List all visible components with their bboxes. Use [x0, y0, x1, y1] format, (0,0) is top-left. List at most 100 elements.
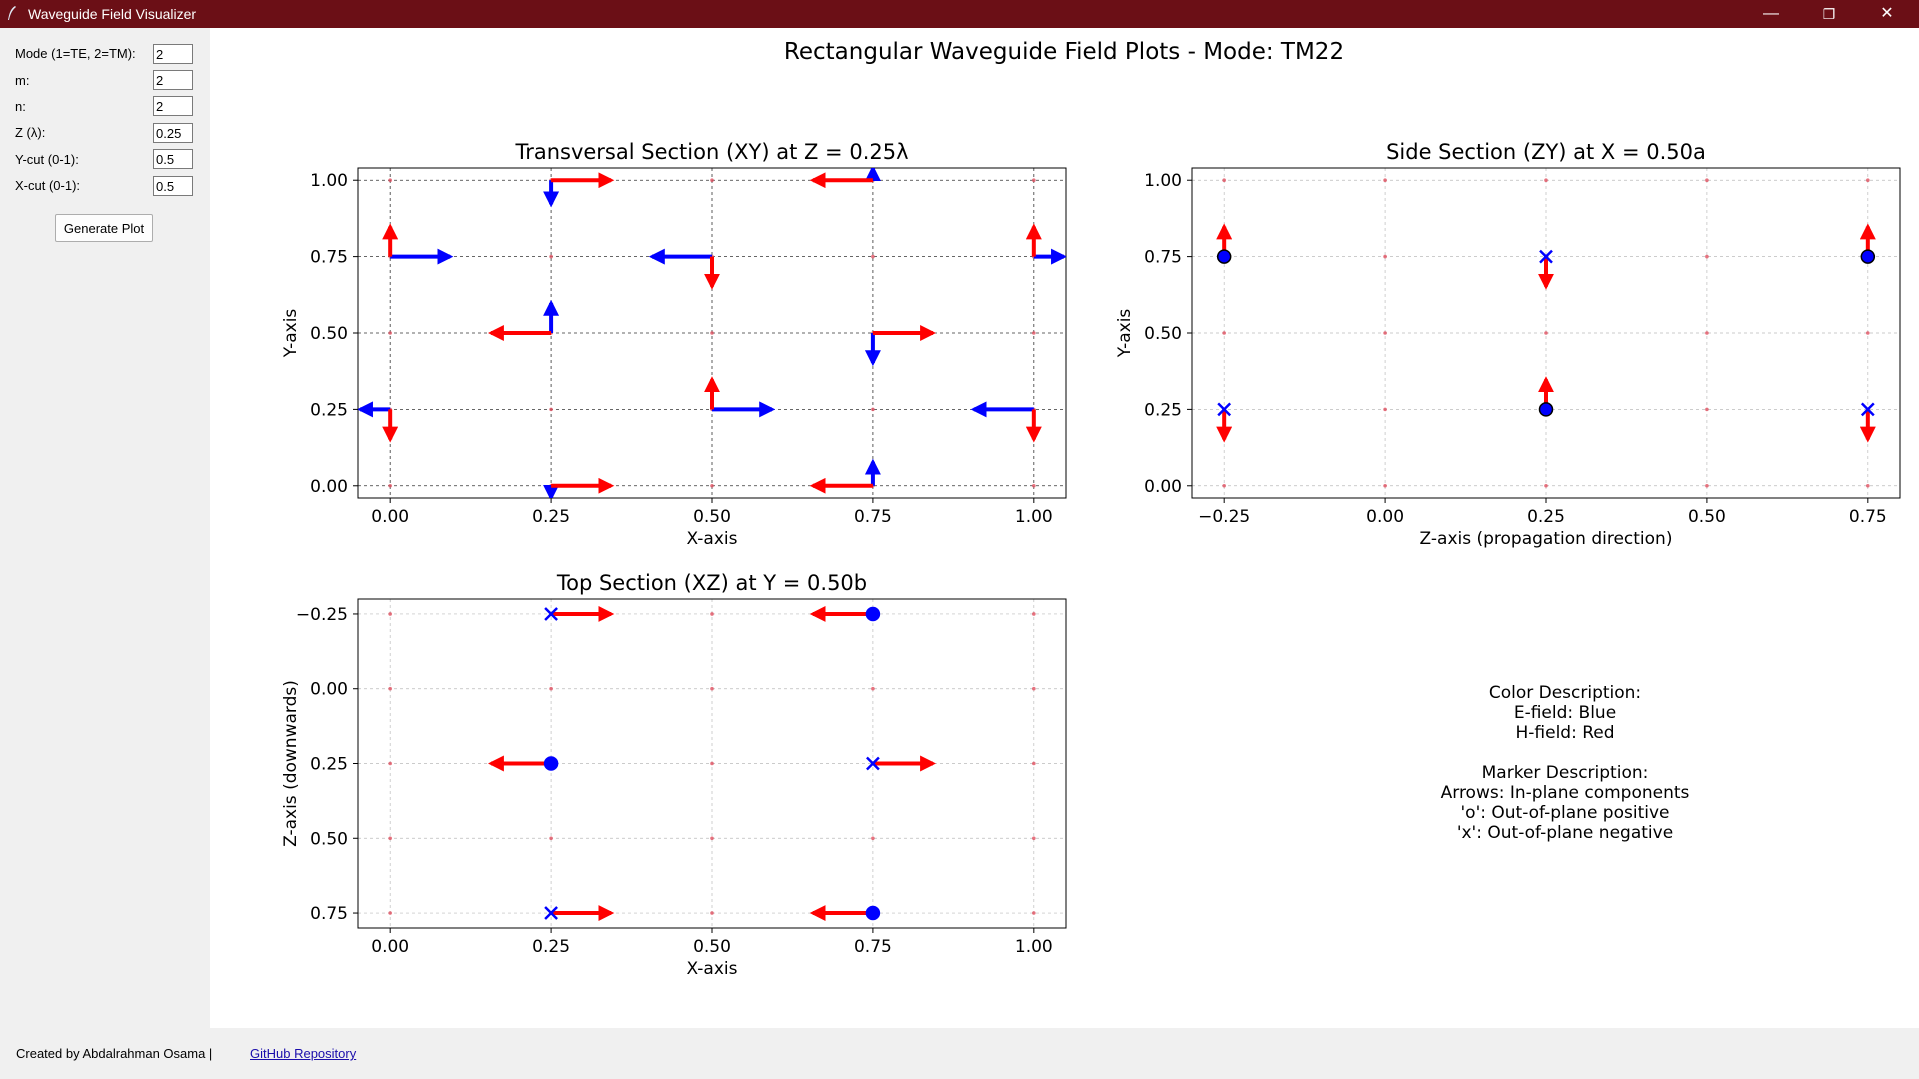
grid-point	[1032, 331, 1036, 335]
grid-point	[1383, 407, 1387, 412]
x-cut-input[interactable]	[153, 176, 193, 196]
x-axis-label: Z-axis (propagation direction)	[1420, 529, 1673, 549]
mode-label: Mode (1=TE, 2=TM):	[15, 46, 136, 61]
grid-point	[1705, 407, 1709, 412]
y-tick-label: 0.25	[310, 755, 348, 775]
grid-point	[549, 836, 553, 841]
color-description: Color Description:E-field: BlueH-field: …	[1441, 683, 1690, 843]
y-cut-input[interactable]	[153, 149, 193, 169]
y-tick-label: 0.00	[310, 680, 348, 700]
description-line: Marker Description:	[1482, 763, 1649, 783]
y-tick-label: 0.75	[1144, 248, 1182, 268]
grid-point	[1866, 331, 1870, 335]
window-title: Waveguide Field Visualizer	[28, 6, 197, 22]
grid-point	[1032, 761, 1036, 766]
y-tick-label: 0.00	[1144, 477, 1182, 497]
x-tick-label: 0.00	[1366, 507, 1404, 527]
grid-point	[388, 911, 392, 915]
out-of-plane-positive-marker	[1216, 249, 1232, 264]
grid-point	[1544, 178, 1548, 183]
control-panel: Mode (1=TE, 2=TM): m: n: Z (λ): Y-cut (0…	[0, 28, 210, 1028]
grid-point	[710, 761, 714, 766]
y-tick-label: 1.00	[310, 171, 348, 191]
x-tick-label: 0.25	[1527, 507, 1565, 527]
xz-section-plot: 0.00 0.25 0.50 0.75 1.00 −0.25 0.00 0.25 0.50 0.7…	[281, 571, 1067, 979]
x-axis-label: X-axis	[687, 529, 738, 549]
grid-point	[1705, 254, 1709, 259]
y-tick-label: 0.50	[1144, 324, 1182, 344]
out-of-plane-positive-marker	[865, 905, 881, 921]
grid-point	[549, 686, 553, 691]
x-tick-label: 0.50	[693, 937, 731, 957]
footer: Created by Abdalrahman Osama | GitHub Re…	[0, 1028, 1919, 1079]
grid-point	[1383, 331, 1387, 335]
x-tick-label: 1.00	[1015, 507, 1053, 527]
grid-point	[388, 761, 392, 766]
grid-point	[1544, 483, 1548, 488]
generate-plot-button[interactable]: Generate Plot	[55, 214, 153, 242]
x-tick-label: 0.50	[693, 507, 731, 527]
grid-point	[1544, 331, 1548, 335]
x-tick-label: 0.00	[371, 937, 409, 957]
subplot-title: Top Section (XZ) at Y = 0.50b	[556, 571, 867, 595]
out-of-plane-negative-marker	[544, 607, 558, 621]
grid-point	[388, 483, 392, 488]
grid-point	[388, 686, 392, 691]
grid-point	[871, 407, 875, 412]
description-line: 'o': Out-of-plane positive	[1461, 803, 1670, 823]
grid-point	[710, 331, 714, 335]
grid-point	[710, 686, 714, 691]
grid-point	[1383, 254, 1387, 259]
y-axis-label: Z-axis (downwards)	[281, 680, 301, 847]
out-of-plane-negative-marker	[1217, 402, 1232, 417]
y-tick-label: −0.25	[296, 605, 348, 625]
out-of-plane-positive-marker	[543, 756, 559, 771]
y-tick-label: 1.00	[1144, 171, 1182, 191]
y-axis-label: Y-axis	[1115, 309, 1135, 359]
grid-point	[1705, 483, 1709, 488]
out-of-plane-negative-marker	[1860, 402, 1875, 417]
y-tick-label: 0.75	[310, 248, 348, 268]
m-label: m:	[15, 73, 30, 88]
y-axis-label: Y-axis	[281, 309, 301, 359]
plot-area	[487, 605, 937, 922]
mode-input[interactable]	[153, 44, 193, 64]
grid-point	[1032, 911, 1036, 915]
credit-text: Created by Abdalrahman Osama |	[16, 1046, 213, 1061]
grid-point	[871, 836, 875, 841]
figure-title: Rectangular Waveguide Field Plots - Mode…	[784, 39, 1344, 65]
grid-point	[710, 178, 714, 183]
m-input[interactable]	[153, 70, 193, 90]
minimize-button[interactable]: —	[1763, 5, 1779, 22]
x-tick-label: −0.25	[1198, 507, 1250, 527]
y-tick-label: 0.50	[310, 324, 348, 344]
grid-point	[1032, 686, 1036, 691]
description-line: Arrows: In-plane components	[1441, 783, 1690, 803]
out-of-plane-positive-marker	[1538, 402, 1554, 417]
grid-point	[710, 836, 714, 841]
grid-point	[1032, 178, 1036, 183]
figure: Rectangular Waveguide Field Plots - Mode…	[281, 39, 1901, 979]
y-tick-label: 0.00	[310, 477, 348, 497]
grid-point	[1032, 483, 1036, 488]
github-link[interactable]: GitHub Repository	[250, 1046, 357, 1061]
grid-point	[1705, 178, 1709, 183]
grid-point	[710, 612, 714, 616]
title-bar: Waveguide Field Visualizer — ❐ ✕	[0, 0, 1919, 28]
z-label: Z (λ):	[15, 125, 46, 140]
x-tick-label: 0.75	[1849, 507, 1887, 527]
zy-section-plot: −0.25 0.00 0.25 0.50 0.75 0.00 0.25 0.50 0.75 1.0…	[1115, 140, 1901, 549]
grid-point	[1032, 612, 1036, 616]
description-line: 'x': Out-of-plane negative	[1457, 823, 1673, 843]
close-button[interactable]: ✕	[1880, 5, 1894, 22]
grid-point	[871, 686, 875, 691]
restore-button[interactable]: ❐	[1822, 6, 1836, 22]
grid-point	[1383, 178, 1387, 183]
grid-point	[871, 254, 875, 259]
x-axis-label: X-axis	[687, 959, 738, 979]
grid-point	[1032, 836, 1036, 841]
n-input[interactable]	[153, 96, 193, 116]
z-input[interactable]	[153, 123, 193, 143]
x-tick-label: 0.25	[532, 507, 570, 527]
x-tick-label: 0.75	[854, 507, 892, 527]
